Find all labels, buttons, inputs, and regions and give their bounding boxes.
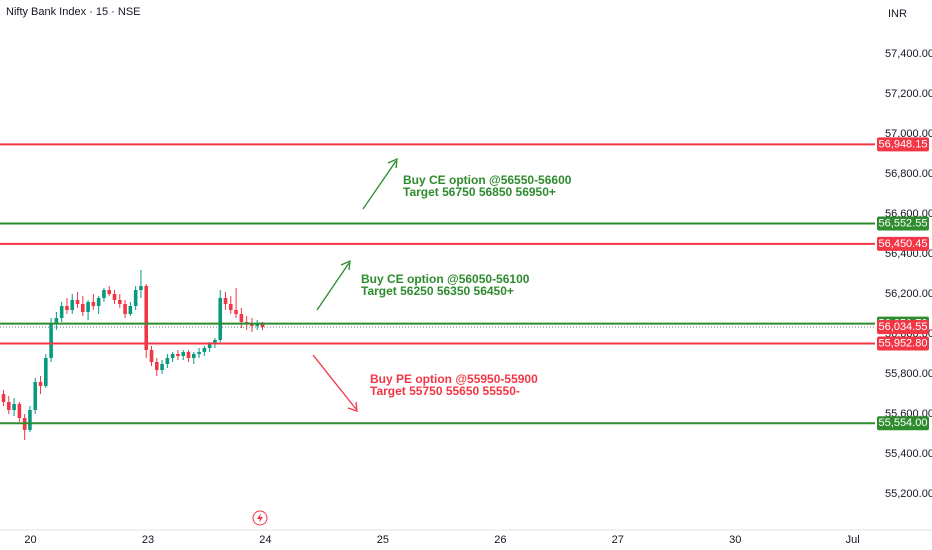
annotation: Target 56250 56350 56450+ (361, 284, 514, 298)
candle-body (181, 352, 186, 356)
chart-title: Nifty Bank Index · 15 · NSE (6, 6, 141, 18)
x-tick-label: 27 (612, 534, 624, 546)
candle-body (17, 404, 22, 418)
y-tick-label: 55,400.00 (885, 448, 932, 460)
x-tick-label: 25 (377, 534, 389, 546)
x-tick-label: 20 (24, 534, 36, 546)
x-tick-label: 23 (142, 534, 154, 546)
y-tick-label: 56,200.00 (885, 288, 932, 300)
annotation: Buy CE option @56550-56600 (403, 173, 572, 187)
y-tick-label: 57,200.00 (885, 88, 932, 100)
candle-body (202, 348, 207, 352)
candle-body (38, 382, 43, 386)
candle-body (144, 286, 149, 350)
candle-body (239, 314, 244, 322)
arrow (362, 160, 397, 210)
candle-body (207, 344, 212, 348)
price-label-box (877, 236, 929, 251)
y-tick-label: 57,400.00 (885, 48, 932, 60)
candle-body (86, 302, 90, 312)
candle-body (255, 324, 260, 326)
x-tick-label: 26 (494, 534, 506, 546)
candle-body (186, 352, 191, 358)
candle-body (117, 300, 122, 304)
candle-body (213, 340, 217, 344)
candle-body (59, 306, 64, 318)
candle-body (228, 304, 233, 310)
annotation: Target 55750 55650 55550- (370, 384, 520, 398)
candle-body (96, 298, 101, 306)
price-label-box (877, 416, 929, 431)
annotation: Target 56750 56850 56950+ (403, 185, 556, 199)
candle-body (165, 358, 170, 364)
candle-body (91, 302, 96, 306)
candle-body (7, 402, 11, 410)
candle-body (154, 362, 159, 370)
candle-body (191, 354, 196, 358)
y-tick-label: 55,800.00 (885, 368, 932, 380)
candle-body (123, 304, 127, 314)
candle-body (160, 364, 164, 370)
price-label: 55,952.80 (879, 337, 928, 349)
candle-body (218, 298, 223, 340)
candle-body (33, 382, 38, 410)
currency: INR (888, 8, 907, 20)
candle-body (49, 324, 53, 358)
arrow (316, 262, 350, 311)
candle-body (197, 352, 201, 354)
price-label: 55,554.00 (879, 417, 928, 429)
x-tick-label: Jul (846, 534, 860, 546)
price-label-box (877, 336, 929, 351)
candle-body (12, 404, 16, 410)
price-label: 56,552.55 (879, 217, 928, 229)
annotation: Buy CE option @56050-56100 (361, 272, 530, 286)
candle-body (128, 306, 133, 314)
x-tick-label: 30 (729, 534, 741, 546)
lightning-icon[interactable] (252, 510, 268, 526)
candle-body (149, 350, 154, 362)
candle-body (133, 290, 138, 306)
arrow-head (340, 259, 351, 271)
price-label-box (877, 216, 929, 231)
candle-body (176, 354, 180, 356)
arrow-head (347, 401, 358, 412)
candle-body (250, 324, 254, 326)
candle-body (102, 290, 106, 298)
arrow (312, 354, 357, 410)
candle-body (260, 324, 265, 328)
candle-body (75, 300, 80, 304)
candle-body (223, 298, 228, 304)
y-tick-label: 55,200.00 (885, 488, 932, 500)
y-tick-label: 56,800.00 (885, 168, 932, 180)
candle-body (107, 290, 112, 294)
candle-body (139, 286, 143, 290)
candle-body (65, 306, 69, 310)
candle-body (54, 318, 59, 324)
price-label: 56,450.45 (879, 238, 928, 250)
y-tick-label: 57,000.00 (885, 128, 932, 140)
x-tick-label: 24 (259, 534, 271, 546)
price-label: 56,034.55 (879, 321, 928, 333)
price-label-box (877, 320, 929, 335)
candle-body (44, 358, 48, 386)
candle-body (28, 410, 32, 430)
candle-body (81, 304, 85, 312)
arrow-head (387, 157, 398, 169)
annotation: Buy PE option @55950-55900 (370, 372, 538, 386)
candle-body (234, 310, 238, 314)
price-label: 56,948.15 (879, 138, 928, 150)
candle-body (112, 294, 117, 300)
candle-body (1, 394, 6, 402)
candle-body (70, 300, 75, 310)
price-label-box (877, 137, 929, 152)
candle-body (170, 354, 175, 358)
